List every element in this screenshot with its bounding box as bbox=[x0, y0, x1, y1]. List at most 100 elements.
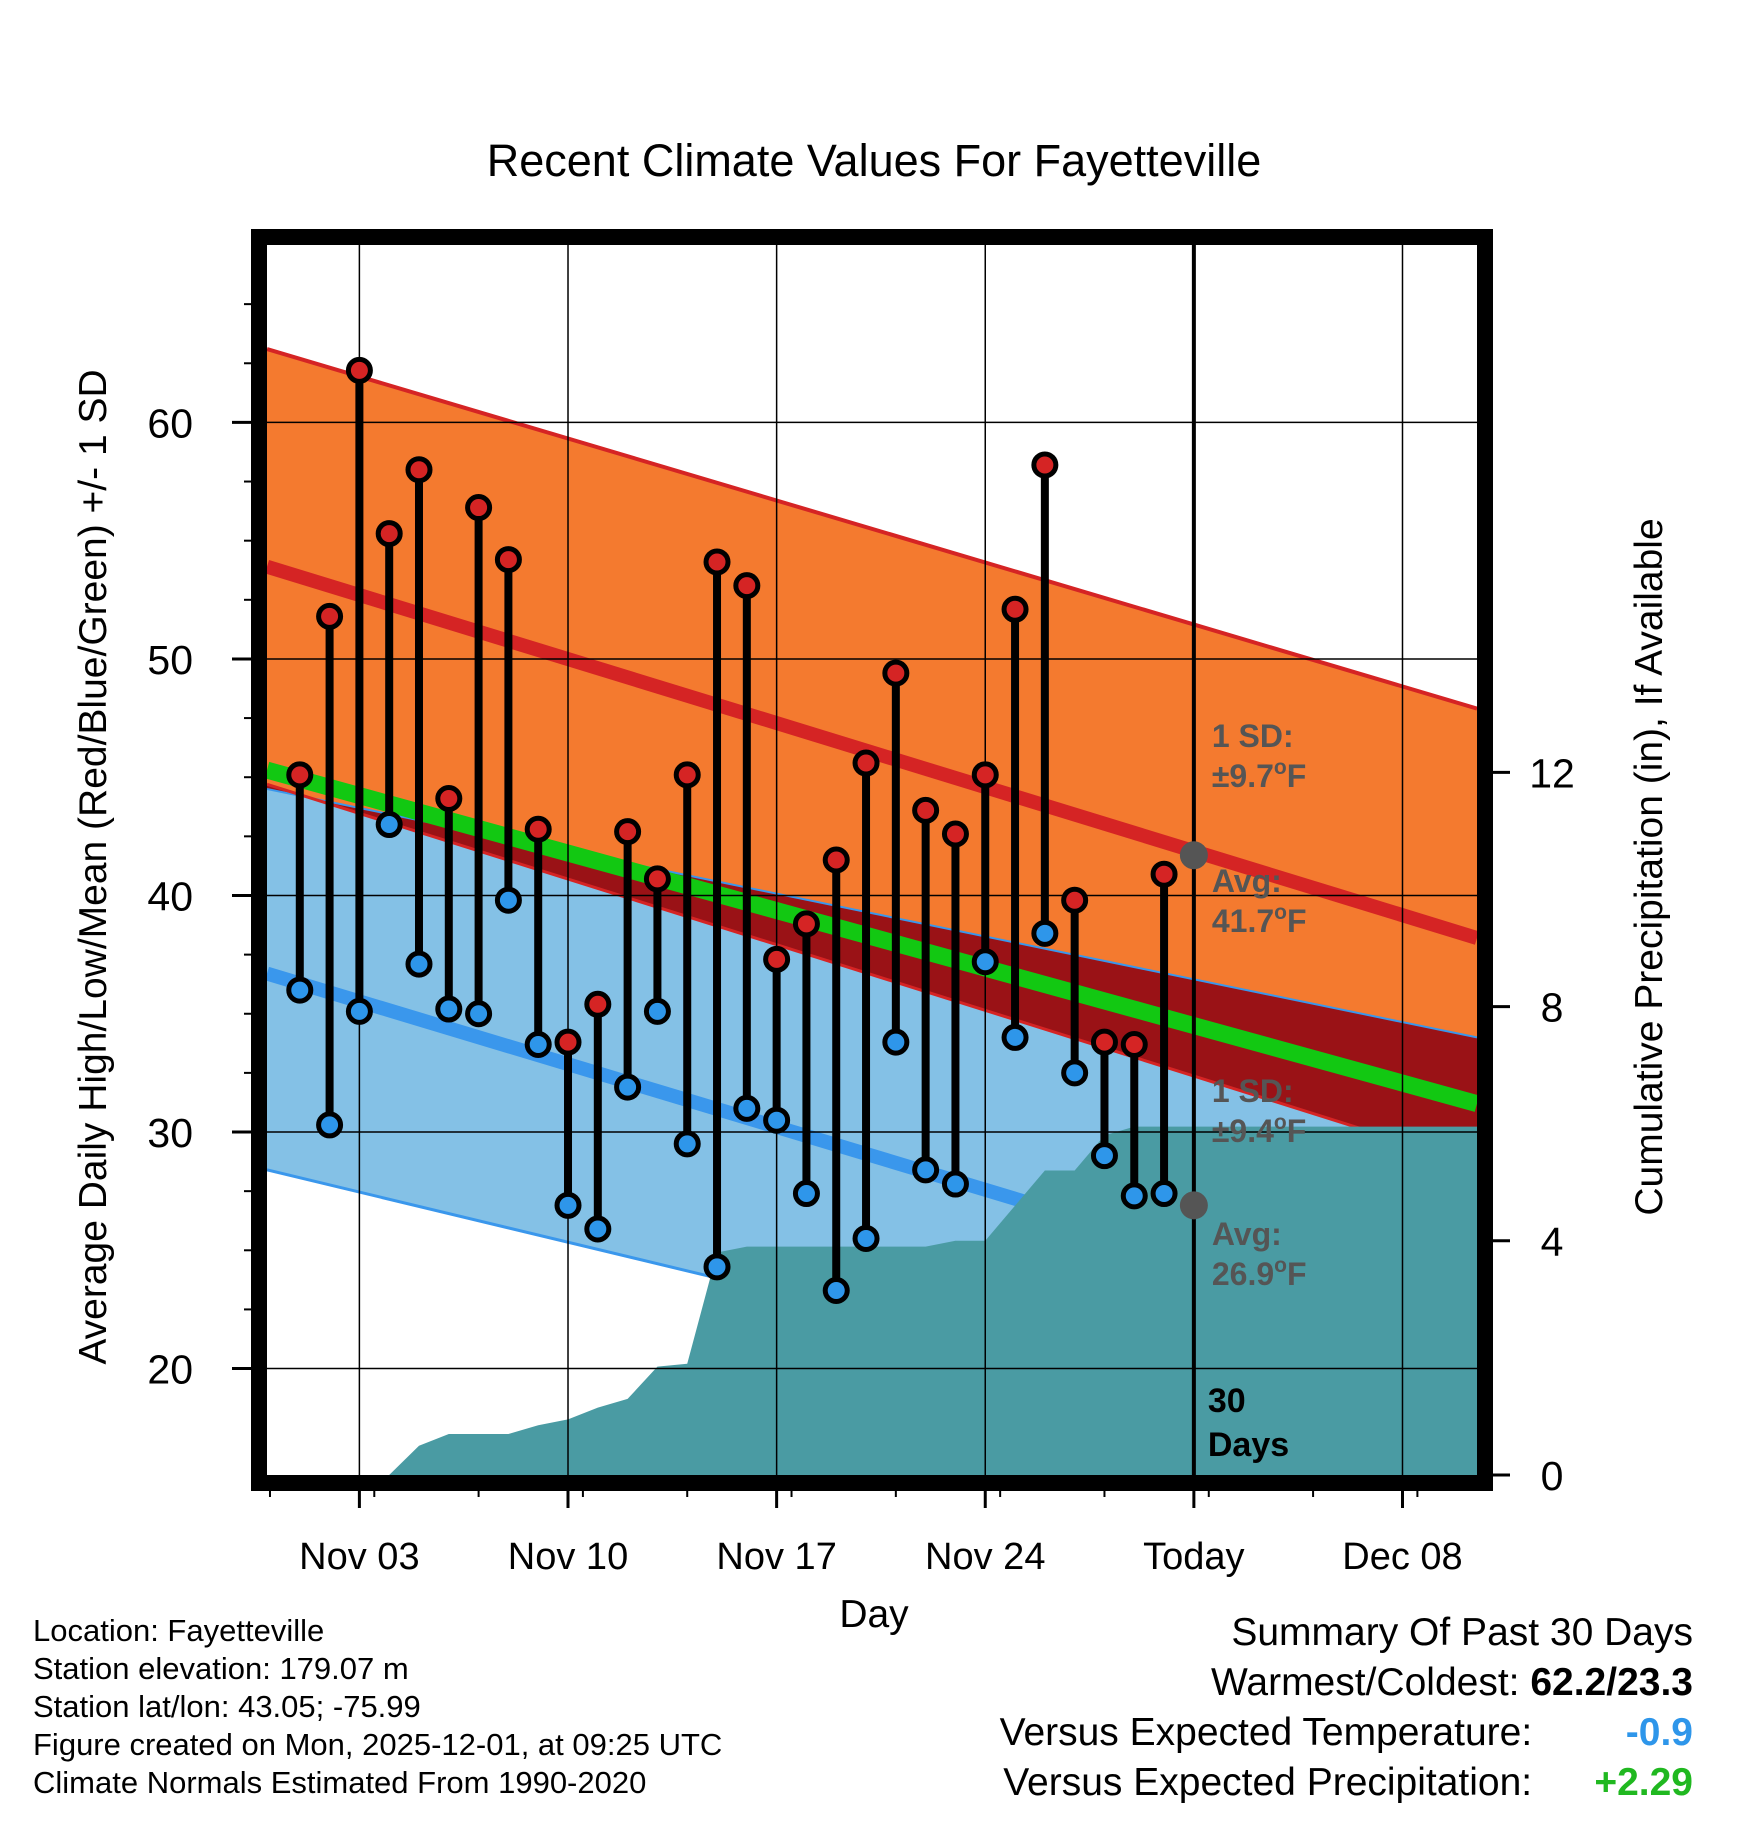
obs-high-point bbox=[316, 602, 344, 630]
summary-temp-value: -0.9 bbox=[1625, 1711, 1693, 1754]
location-text: Location: Fayetteville bbox=[33, 1613, 325, 1648]
low-sd-value-unit: F bbox=[1287, 1113, 1307, 1149]
high-avg-value-number: 41.7 bbox=[1212, 903, 1274, 939]
axes: 20 30 40 50 60 0 4 8 12 Nov 03 Nov 10 Nov 17 Nov 24 T… bbox=[147, 229, 1575, 1578]
y-tick-label: 50 bbox=[147, 637, 193, 683]
summary-title: Summary Of Past 30 Days bbox=[1231, 1611, 1693, 1654]
obs-low-point bbox=[1090, 1142, 1118, 1170]
summary-panel: Summary Of Past 30 Days Warmest/Coldest:… bbox=[1000, 1608, 1693, 1808]
obs-low-point bbox=[286, 976, 314, 1004]
obs-high-point bbox=[852, 749, 880, 777]
obs-high-point bbox=[822, 846, 850, 874]
summary-warmest-value: 62.2/23.3 bbox=[1530, 1661, 1693, 1704]
station-info: Location: Fayetteville Station elevation… bbox=[33, 1612, 722, 1802]
obs-low-point bbox=[822, 1277, 850, 1304]
x-tick-label: Today bbox=[1143, 1536, 1244, 1578]
obs-low-point bbox=[584, 1215, 612, 1243]
period-unit: Days bbox=[1208, 1426, 1289, 1464]
summary-temp-row: Versus Expected Temperature: -0.9 bbox=[1000, 1708, 1693, 1758]
obs-high-point bbox=[584, 990, 612, 1018]
today-low-avg-marker bbox=[1179, 1191, 1208, 1220]
y-axis-label: Average Daily High/Low/Mean (Red/Blue/Gr… bbox=[72, 369, 115, 1364]
obs-high-point bbox=[763, 945, 791, 973]
obs-low-point bbox=[494, 886, 522, 914]
high-avg-value-degree: o bbox=[1274, 901, 1287, 924]
low-avg-label: Avg: bbox=[1212, 1216, 1282, 1252]
high-lower-line bbox=[267, 782, 1477, 1167]
elevation-text: Station elevation: 179.07 m bbox=[33, 1651, 409, 1686]
normals-text: Climate Normals Estimated From 1990-2020 bbox=[33, 1765, 647, 1800]
obs-low-point bbox=[643, 997, 671, 1025]
high-sd-value-unit: F bbox=[1287, 758, 1307, 794]
obs-high-point bbox=[1090, 1028, 1118, 1056]
obs-high-point bbox=[1150, 860, 1178, 888]
y-tick-label: 40 bbox=[147, 873, 193, 919]
summary-precip-value: +2.29 bbox=[1594, 1761, 1693, 1804]
created-text: Figure created on Mon, 2025-12-01, at 09… bbox=[33, 1727, 723, 1762]
high-sd-value-degree: o bbox=[1274, 756, 1287, 779]
x-tick-label: Dec 08 bbox=[1342, 1536, 1462, 1578]
obs-low-point bbox=[673, 1130, 701, 1158]
y2-tick-label: 12 bbox=[1529, 750, 1575, 796]
x-axis-label: Day bbox=[839, 1593, 909, 1636]
summary-precip-row: Versus Expected Precipitation: +2.29 bbox=[1000, 1758, 1693, 1808]
obs-low-point bbox=[1031, 919, 1059, 947]
low-sd-label: 1 SD: bbox=[1212, 1073, 1294, 1109]
obs-high-point bbox=[1001, 595, 1029, 623]
x-tick-label: Nov 03 bbox=[299, 1536, 419, 1578]
obs-high-point bbox=[1120, 1031, 1148, 1058]
summary-temp-label: Versus Expected Temperature: bbox=[999, 1711, 1533, 1754]
obs-low-point bbox=[703, 1253, 731, 1281]
today-high-avg-marker bbox=[1179, 841, 1208, 870]
period-number: 30 bbox=[1208, 1382, 1246, 1420]
obs-high-point bbox=[673, 761, 701, 789]
obs-low-point bbox=[435, 995, 463, 1023]
obs-low-point bbox=[852, 1224, 880, 1252]
obs-low-point bbox=[792, 1180, 820, 1208]
obs-high-point bbox=[1031, 451, 1059, 479]
obs-high-point bbox=[703, 548, 731, 576]
low-sd-value-degree: o bbox=[1274, 1111, 1287, 1134]
x-tick-label: Nov 24 bbox=[925, 1536, 1045, 1578]
mean-avg-line bbox=[267, 761, 1477, 1112]
obs-low-point bbox=[763, 1106, 791, 1134]
obs-high-point bbox=[435, 785, 463, 812]
obs-low-point bbox=[524, 1031, 552, 1058]
obs-low-point bbox=[465, 1000, 493, 1028]
obs-low-point bbox=[405, 950, 433, 978]
obs-high-point bbox=[941, 820, 969, 848]
obs-high-point bbox=[286, 761, 314, 789]
obs-low-point bbox=[882, 1028, 910, 1056]
obs-high-point bbox=[882, 659, 910, 687]
obs-high-point bbox=[375, 520, 403, 548]
obs-high-point bbox=[405, 456, 433, 484]
obs-low-point bbox=[554, 1191, 582, 1219]
y2-tick-label: 4 bbox=[1541, 1219, 1564, 1265]
obs-high-point bbox=[345, 356, 373, 384]
high-avg-label: Avg: bbox=[1212, 863, 1282, 899]
high-avg-value-unit: F bbox=[1287, 903, 1307, 939]
obs-low-point bbox=[1120, 1182, 1148, 1210]
obs-low-point bbox=[614, 1073, 642, 1101]
latlon-text: Station lat/lon: 43.05; -75.99 bbox=[33, 1689, 421, 1724]
low-sd-value: ±9.4oF bbox=[1212, 1111, 1306, 1149]
x-tick-label: Nov 10 bbox=[508, 1536, 628, 1578]
low-avg-value-degree: o bbox=[1274, 1254, 1287, 1277]
high-sd-value: ±9.7oF bbox=[1212, 756, 1306, 794]
low-avg-value-unit: F bbox=[1287, 1256, 1307, 1292]
obs-high-point bbox=[494, 546, 522, 574]
high-sd-value-number: ±9.7 bbox=[1212, 758, 1274, 794]
y2-tick-label: 8 bbox=[1541, 985, 1564, 1031]
obs-low-point bbox=[1150, 1180, 1178, 1208]
obs-high-point bbox=[614, 818, 642, 846]
obs-high-point bbox=[554, 1028, 582, 1056]
y-tick-label: 30 bbox=[147, 1110, 193, 1156]
obs-high-point bbox=[733, 572, 761, 600]
y2-tick-label: 0 bbox=[1541, 1453, 1564, 1499]
y-tick-label: 60 bbox=[147, 400, 193, 446]
summary-warmest-row: Warmest/Coldest: 62.2/23.3 bbox=[1000, 1658, 1693, 1708]
obs-high-point bbox=[971, 761, 999, 789]
high-upper-line bbox=[267, 347, 1477, 711]
high-avg-value: 41.7oF bbox=[1212, 901, 1307, 939]
